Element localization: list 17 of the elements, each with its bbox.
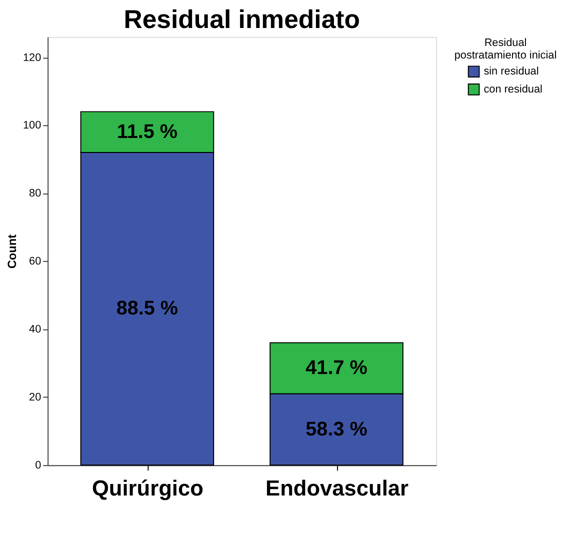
y-axis-title: Count (5, 234, 20, 269)
y-tick-label: 0 (35, 460, 42, 472)
chart-title: Residual inmediato (124, 6, 360, 34)
y-tick-label: 80 (29, 188, 42, 200)
y-tick-label: 20 (29, 392, 42, 404)
y-tick-label: 100 (22, 120, 42, 132)
y-tick-label: 40 (29, 324, 42, 336)
x-tick-label: Quirúrgico (92, 475, 204, 500)
legend-label: sin residual (484, 66, 539, 78)
annotation: 11.5 % (116, 121, 178, 144)
y-tick-label: 60 (29, 256, 42, 268)
legend-label: con residual (484, 83, 542, 96)
y-tick-label: 120 (22, 52, 42, 64)
x-tick-label: Endovascular (266, 475, 409, 500)
annotation: 58.3 % (306, 418, 368, 440)
annotation: 41.7 % (306, 357, 368, 380)
annotation: 88.5 % (116, 298, 178, 320)
